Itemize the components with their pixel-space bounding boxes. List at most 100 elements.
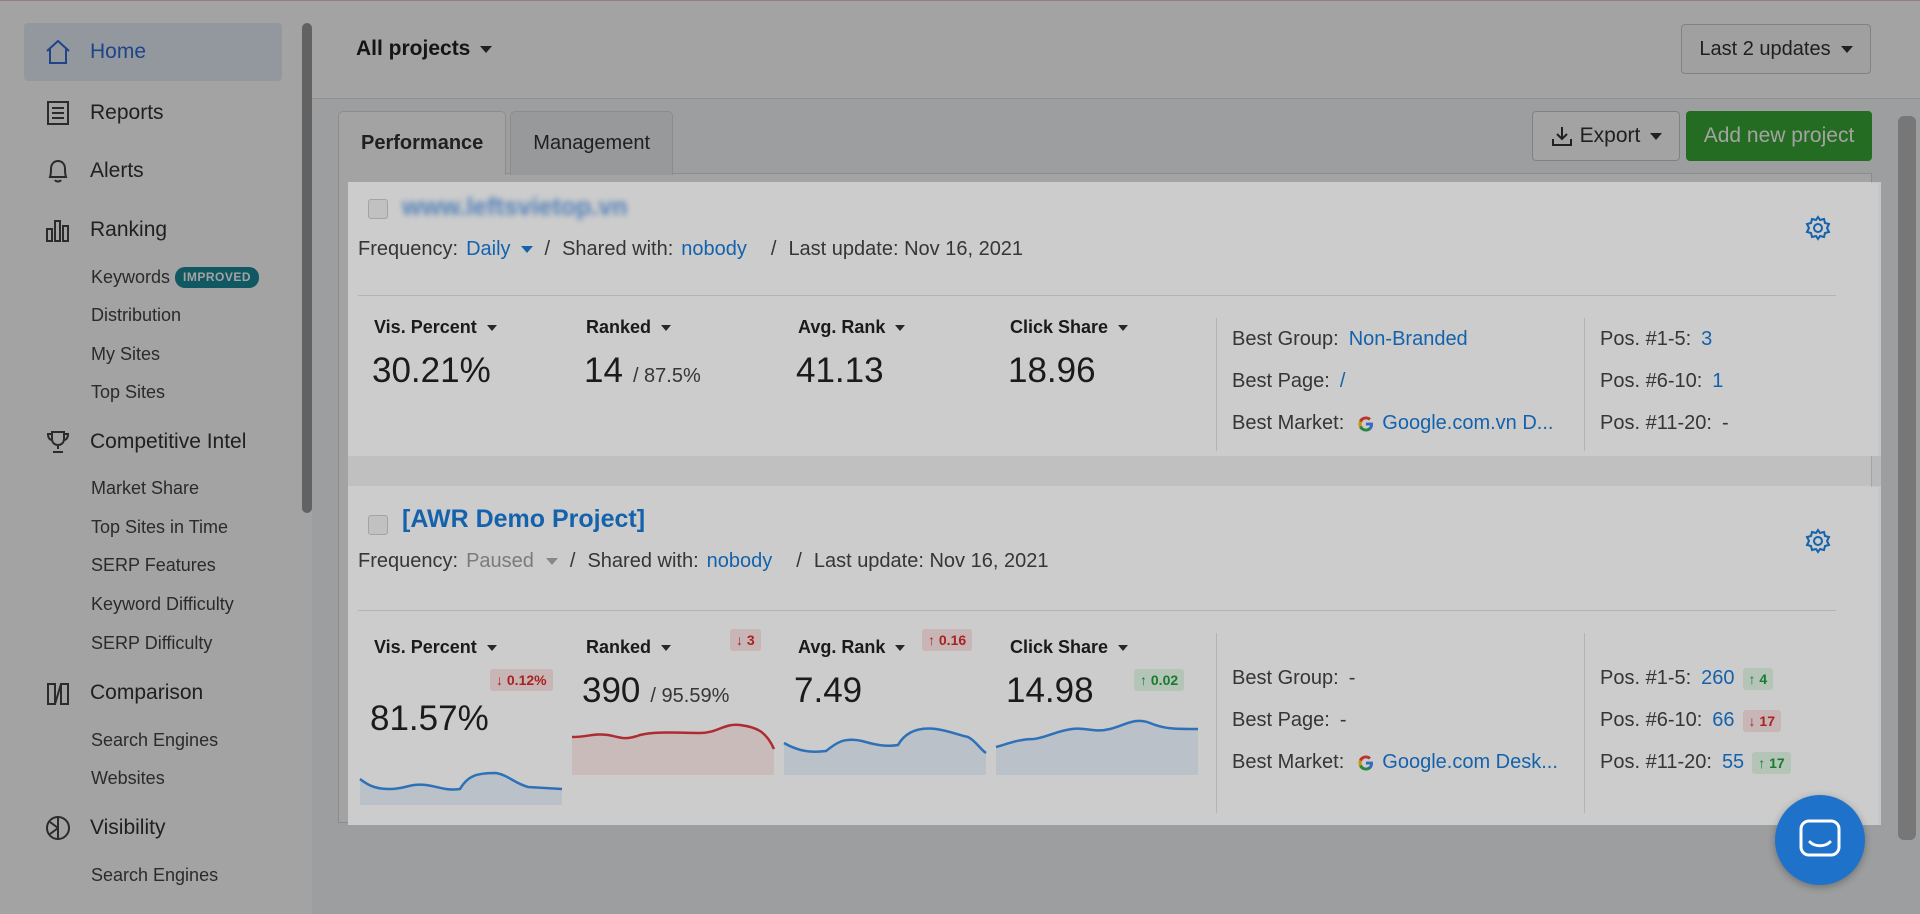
best-group-link[interactable]: Non-Branded — [1348, 328, 1468, 350]
divider — [358, 610, 1836, 611]
add-new-project-button[interactable]: Add new project — [1686, 111, 1872, 161]
sidebar-sub-serp-difficulty[interactable]: SERP Difficulty — [91, 633, 213, 653]
chevron-down-icon[interactable] — [520, 246, 533, 253]
sidebar-item-label: Reports — [90, 101, 164, 124]
comparison-icon — [42, 677, 74, 709]
page-scrollbar[interactable] — [1898, 116, 1916, 840]
sidebar-item-label: Visibility — [90, 816, 166, 839]
sidebar-sub-websites[interactable]: Websites — [91, 768, 165, 788]
chat-launcher-button[interactable] — [1775, 795, 1865, 885]
chevron-down-icon — [661, 644, 672, 651]
chevron-down-icon — [486, 324, 497, 331]
sidebar-sub-serp-features[interactable]: SERP Features — [91, 555, 216, 575]
pos-value[interactable]: 66 — [1712, 709, 1735, 731]
sidebar-sub-distribution[interactable]: Distribution — [91, 305, 182, 325]
pos-1-5: Pos. #1-5: 3 — [1600, 328, 1713, 350]
metric-click-share: Click Share ↑ 0.02 14.98 — [994, 625, 1206, 795]
shared-with-link[interactable]: nobody — [681, 238, 747, 260]
project-meta: Frequency: Daily / Shared with: nobody /… — [358, 238, 1024, 260]
chevron-down-icon[interactable] — [545, 558, 558, 565]
trend-down-badge: ↓ 0.12% — [490, 669, 553, 691]
sidebar-sub-market-share[interactable]: Market Share — [91, 478, 200, 498]
sidebar-item-alerts[interactable]: Alerts — [24, 142, 282, 200]
sidebar-item-home[interactable]: Home — [24, 23, 282, 81]
chevron-down-icon — [895, 324, 906, 331]
best-group-value: - — [1348, 667, 1356, 689]
tab-performance[interactable]: Performance — [338, 111, 507, 175]
pos-value[interactable]: 260 — [1701, 667, 1735, 689]
sidebar-sub-top-sites[interactable]: Top Sites — [91, 382, 166, 402]
chevron-down-icon — [895, 644, 906, 651]
metric-label[interactable]: Ranked — [586, 317, 672, 338]
metric-label[interactable]: Avg. Rank — [798, 637, 906, 658]
sidebar-sub-search-engines[interactable]: Search Engines — [91, 730, 219, 750]
best-page-link[interactable]: / — [1339, 370, 1346, 392]
project-title[interactable]: [AWR Demo Project] — [402, 505, 646, 533]
sidebar-sub-top-sites-in-time[interactable]: Top Sites in Time — [91, 517, 229, 537]
metric-ranked: Ranked ↓ 3 390/ 95.59% — [570, 625, 782, 795]
sparkline — [571, 723, 776, 775]
sidebar-item-reports[interactable]: Reports — [24, 84, 282, 142]
metric-value: 390/ 95.59% — [582, 671, 730, 710]
project-title[interactable]: www.leftsvietop.vn — [402, 193, 628, 221]
sparkline — [995, 719, 1199, 775]
sidebar-sub-keywords[interactable]: Keywords IMPROVED — [91, 264, 260, 290]
divider — [1584, 633, 1585, 813]
bell-icon — [42, 155, 74, 187]
tab-management[interactable]: Management — [510, 111, 674, 175]
metric-value: 14/ 87.5% — [584, 351, 701, 390]
frequency-select[interactable]: Paused — [466, 550, 534, 572]
sidebar-sub-my-sites[interactable]: My Sites — [91, 344, 161, 364]
chevron-down-icon — [1118, 644, 1129, 651]
sidebar-sub-keyword-difficulty[interactable]: Keyword Difficulty — [91, 594, 234, 614]
metric-avg-rank: Avg. Rank ↑ 0.16 7.49 — [782, 625, 994, 795]
trophy-icon — [42, 426, 74, 458]
metric-label[interactable]: Click Share — [1010, 317, 1129, 338]
pos-6-10: Pos. #6-10: 66 ↓ 17 — [1600, 709, 1782, 732]
project-checkbox[interactable] — [368, 515, 388, 535]
sidebar-item-competitive-intel[interactable]: Competitive Intel — [24, 413, 282, 471]
sidebar-item-label: Comparison — [90, 681, 204, 704]
pos-11-20: Pos. #11-20: 55 ↑ 17 — [1600, 751, 1791, 774]
best-market-link[interactable]: Google.com Desk... — [1382, 751, 1558, 773]
project-checkbox[interactable] — [368, 199, 388, 219]
metric-label[interactable]: Vis. Percent — [374, 637, 497, 658]
export-button[interactable]: Export — [1532, 111, 1680, 161]
pos-value[interactable]: 3 — [1701, 328, 1713, 350]
last-update: Last update: Nov 16, 2021 — [813, 550, 1049, 572]
metric-value: 81.57% — [370, 699, 489, 738]
trend-down-badge: ↑ 0.16 — [922, 629, 973, 651]
sidebar-item-comparison[interactable]: Comparison — [24, 664, 282, 722]
divider — [1216, 318, 1217, 451]
pos-value[interactable]: 55 — [1721, 751, 1745, 773]
bar-chart-icon — [42, 214, 74, 246]
divider — [1216, 633, 1217, 813]
sidebar-item-label: Home — [90, 40, 147, 63]
chevron-down-icon — [486, 644, 497, 651]
frequency-select[interactable]: Daily — [466, 238, 511, 260]
sidebar-item-visibility[interactable]: Visibility — [24, 799, 282, 857]
sidebar-sub-visibility-search-engines[interactable]: Search Engines — [91, 865, 219, 885]
sidebar-scrollbar[interactable] — [302, 23, 312, 513]
google-icon — [1358, 416, 1374, 431]
metric-sub: / 95.59% — [650, 685, 730, 707]
shared-with-link[interactable]: nobody — [706, 550, 773, 572]
gear-icon[interactable] — [1804, 214, 1832, 242]
sidebar-item-ranking[interactable]: Ranking — [24, 201, 282, 259]
project-select[interactable]: All projects — [356, 37, 493, 61]
updates-select[interactable]: Last 2 updates — [1681, 24, 1871, 74]
chevron-down-icon — [480, 45, 493, 53]
divider — [358, 295, 1836, 296]
pos-value[interactable]: 1 — [1712, 370, 1724, 392]
metric-label[interactable]: Avg. Rank — [798, 317, 906, 338]
best-page-value: - — [1339, 709, 1347, 731]
metric-label[interactable]: Ranked — [586, 637, 672, 658]
best-market-link[interactable]: Google.com.vn D... — [1382, 412, 1554, 434]
google-icon — [1358, 755, 1374, 770]
sidebar: Home Reports Alerts Ranking Keywords IMP… — [0, 0, 312, 914]
gear-icon[interactable] — [1804, 527, 1832, 555]
project-card: [AWR Demo Project] Frequency: Paused / S… — [348, 487, 1878, 825]
metric-label[interactable]: Vis. Percent — [374, 317, 497, 338]
pos-value: - — [1721, 412, 1729, 434]
metric-label[interactable]: Click Share — [1010, 637, 1129, 658]
